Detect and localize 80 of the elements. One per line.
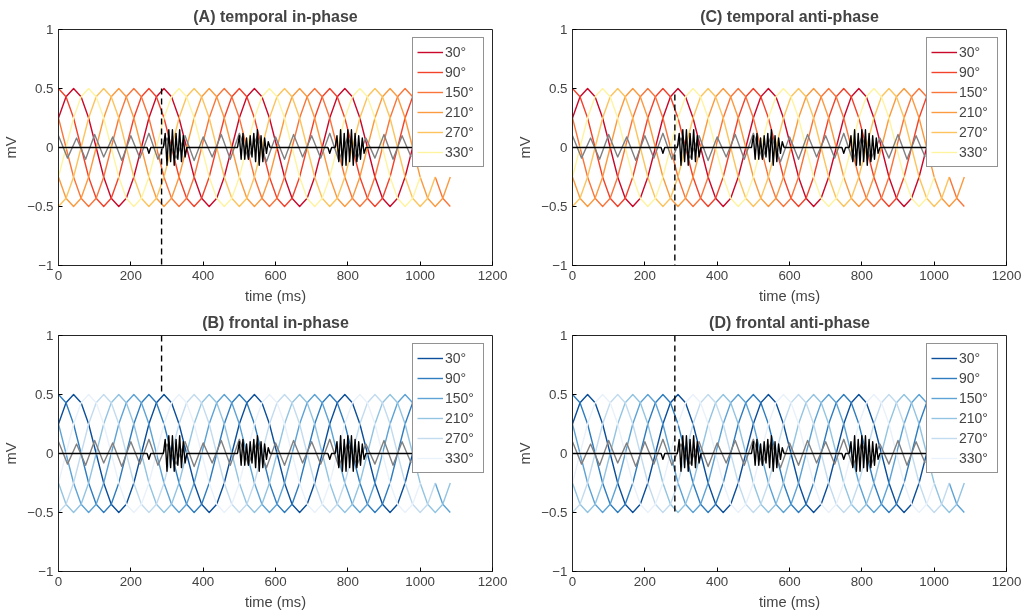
x-tick-label: 1000 (405, 573, 435, 589)
y-tick-label: 0 (46, 446, 54, 461)
y-tick-label: −0.5 (27, 505, 54, 520)
chart-title: (C) temporal anti-phase (700, 7, 879, 25)
x-tick-label: 200 (633, 267, 656, 283)
legend-label: 330° (445, 143, 475, 162)
legend-label: 150° (959, 83, 989, 102)
legend-label: 270° (959, 429, 989, 448)
legend-label: 30° (445, 43, 468, 62)
y-tick-label: 1 (46, 22, 54, 37)
x-tick-label: 200 (119, 267, 142, 283)
x-tick-label: 800 (336, 573, 359, 589)
chart-title: (B) frontal in-phase (202, 313, 349, 331)
x-axis-title: time (ms) (244, 593, 307, 610)
legend-label: 330° (445, 449, 475, 468)
legend-label: 210° (959, 409, 989, 428)
x-tick-label: 200 (633, 573, 656, 589)
legend-label: 210° (959, 103, 989, 122)
legend-label: 210° (445, 103, 475, 122)
x-tick-label: 1200 (477, 573, 508, 589)
legend-label: 150° (959, 389, 989, 408)
y-axis-title: mV (3, 136, 20, 159)
x-tick-label: 200 (119, 573, 142, 589)
x-tick-label: 1000 (919, 267, 949, 283)
legend-label: 270° (959, 123, 989, 142)
legend-label: 270° (445, 429, 475, 448)
x-tick-label: 600 (778, 267, 801, 283)
y-tick-label: −0.5 (541, 199, 568, 214)
x-tick-label: 400 (706, 267, 729, 283)
x-tick-label: 800 (850, 267, 873, 283)
y-tick-label: −0.5 (541, 505, 568, 520)
x-axis-title: time (ms) (758, 287, 821, 304)
chart-title: (D) frontal anti-phase (709, 313, 871, 331)
y-tick-label: 0.5 (548, 387, 568, 402)
y-tick-label: −1 (38, 564, 54, 579)
y-axis-title: mV (517, 442, 534, 465)
legend-label: 90° (445, 369, 468, 388)
legend-label: 30° (959, 43, 982, 62)
y-tick-label: 1 (46, 328, 54, 343)
chart-title: (A) temporal in-phase (193, 7, 358, 25)
legend-label: 30° (959, 349, 982, 368)
x-tick-label: 600 (264, 573, 287, 589)
y-tick-label: −0.5 (27, 199, 54, 214)
y-tick-label: −1 (552, 564, 568, 579)
x-axis-title: time (ms) (244, 287, 307, 304)
legend-label: 330° (959, 449, 989, 468)
x-tick-label: 800 (850, 573, 873, 589)
x-tick-label: 600 (778, 573, 801, 589)
legend-label: 150° (445, 83, 475, 102)
y-tick-label: 1 (560, 22, 568, 37)
legend-label: 150° (445, 389, 475, 408)
y-tick-label: −1 (38, 258, 54, 273)
legend-label: 90° (959, 369, 982, 388)
legend-label: 90° (445, 63, 468, 82)
x-tick-label: 600 (264, 267, 287, 283)
x-tick-label: 1200 (991, 267, 1022, 283)
x-axis-title: time (ms) (758, 593, 821, 610)
y-tick-label: 0.5 (34, 387, 54, 402)
y-tick-label: 0.5 (34, 81, 54, 96)
legend-label: 30° (445, 349, 468, 368)
legend-label: 330° (959, 143, 989, 162)
y-axis-title: mV (517, 136, 534, 159)
y-tick-label: 0 (560, 446, 568, 461)
legend-label: 210° (445, 409, 475, 428)
y-tick-label: −1 (552, 258, 568, 273)
x-tick-label: 800 (336, 267, 359, 283)
x-tick-label: 1200 (991, 573, 1022, 589)
x-tick-label: 400 (192, 573, 215, 589)
x-tick-label: 400 (706, 573, 729, 589)
y-tick-label: 1 (560, 328, 568, 343)
y-tick-label: 0 (560, 140, 568, 155)
x-tick-label: 400 (192, 267, 215, 283)
legend-label: 270° (445, 123, 475, 142)
legend-label: 90° (959, 63, 982, 82)
y-axis-title: mV (3, 442, 20, 465)
y-tick-label: 0.5 (548, 81, 568, 96)
x-tick-label: 1000 (405, 267, 435, 283)
x-tick-label: 1000 (919, 573, 949, 589)
y-tick-label: 0 (46, 140, 54, 155)
x-tick-label: 1200 (477, 267, 508, 283)
